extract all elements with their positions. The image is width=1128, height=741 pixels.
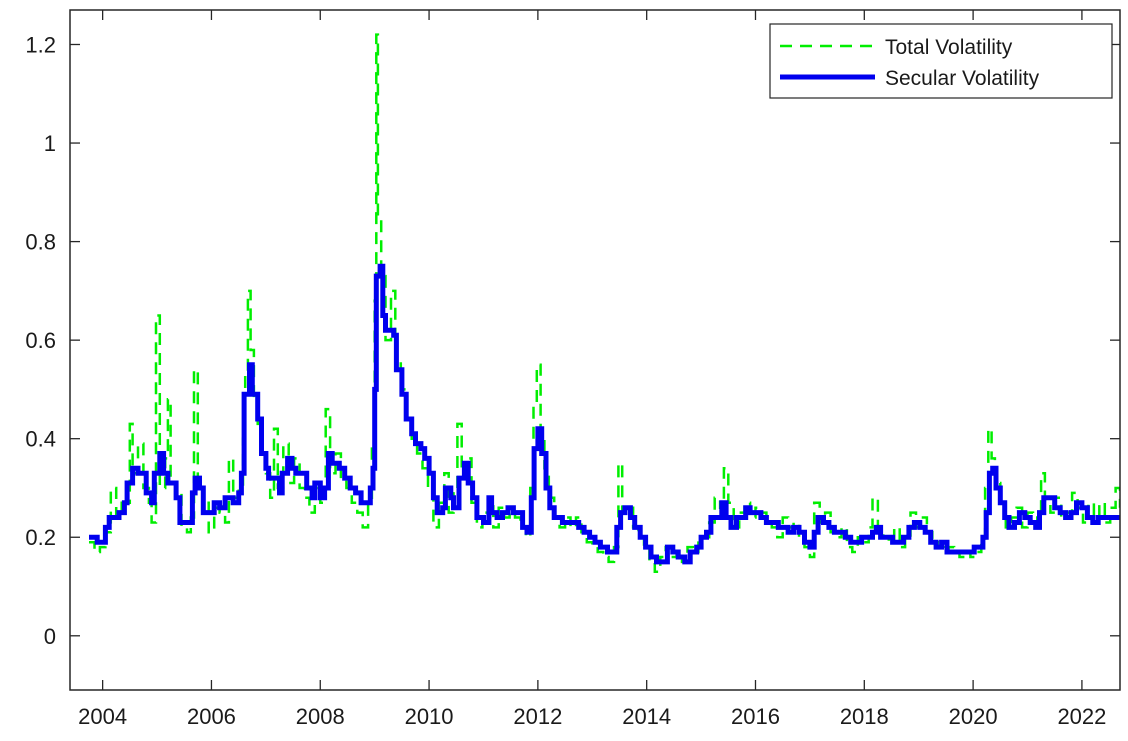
legend: Total Volatility Secular Volatility (769, 23, 1113, 99)
x-tick-label: 2016 (731, 704, 780, 729)
x-tick-label: 2008 (296, 704, 345, 729)
tick-layer: 2004 2006 2008 2010 2012 2014 2016 2018 2020 2022… (25, 10, 1120, 729)
x-tick-label: 2010 (405, 704, 454, 729)
y-tick-label: 1.2 (25, 32, 56, 57)
legend-label-secular: Secular Volatility (885, 67, 1040, 90)
x-tick-label: 2004 (78, 704, 127, 729)
legend-box (769, 23, 1113, 99)
y-tick-label: 0.4 (25, 427, 56, 452)
y-tick-label: 0 (44, 624, 56, 649)
plot-frame (69, 9, 1121, 691)
y-tick-label: 0.6 (25, 328, 56, 353)
series-layer (89, 33, 1120, 573)
y-tick-label: 0.2 (25, 525, 56, 550)
plot-background (70, 10, 1120, 690)
x-tick-label: 2006 (187, 704, 236, 729)
x-tick-label: 2020 (949, 704, 998, 729)
x-tick-label: 2022 (1057, 704, 1106, 729)
legend-label-total: Total Volatility (885, 36, 1013, 59)
x-tick-label: 2012 (513, 704, 562, 729)
y-tick-label: 0.8 (25, 230, 56, 255)
series-line-secular-volatility (89, 263, 1120, 565)
x-tick-label: 2018 (840, 704, 889, 729)
y-tick-label: 1 (44, 131, 56, 156)
x-tick-label: 2014 (622, 704, 671, 729)
